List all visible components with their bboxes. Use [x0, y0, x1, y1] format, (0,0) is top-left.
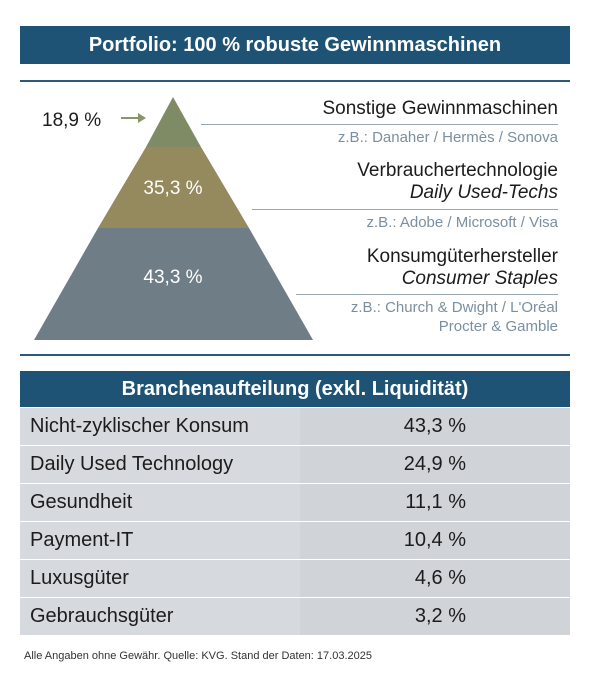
row-value: 4,6 %	[300, 559, 570, 598]
segment-name-other: Sonstige Gewinnmaschinen	[322, 98, 558, 120]
sector-table: Nicht-zyklischer Konsum 43,3 % Daily Use…	[20, 408, 570, 635]
table-row: Payment-IT 10,4 %	[20, 521, 570, 560]
segment-name-daily-used-techs-text: Verbrauchertechnologie	[357, 160, 558, 181]
table-row: Daily Used Technology 24,9 %	[20, 445, 570, 484]
segment-name-consumer-staples: Konsumgüterhersteller Consumer Staples	[367, 246, 558, 290]
title-banner: Portfolio: 100 % robuste Gewinnmaschinen	[20, 26, 570, 64]
page-title: Portfolio: 100 % robuste Gewinnmaschinen	[88, 33, 502, 56]
row-category: Payment-IT	[20, 521, 300, 560]
segment-examples-other: z.B.: Danaher / Hermès / Sonova	[337, 129, 558, 146]
table-row: Nicht-zyklischer Konsum 43,3 %	[20, 408, 570, 446]
segment-name-daily-used-techs: Verbrauchertechnologie Daily Used-Techs	[357, 160, 558, 204]
pyramid-chart	[34, 97, 313, 340]
table-title: Branchenaufteilung (exkl. Liquidität)	[121, 377, 469, 400]
segment-examples-daily-used-techs: z.B.: Adobe / Microsoft / Visa	[366, 214, 558, 231]
row-category: Daily Used Technology	[20, 445, 300, 484]
segment-line-consumer-staples	[296, 294, 558, 295]
arrow-head-icon	[138, 113, 146, 123]
row-value: 43,3 %	[300, 408, 570, 446]
segment-examples-consumer-staples-line-2: Procter & Gamble	[438, 318, 558, 335]
row-value: 3,2 %	[300, 597, 570, 635]
segment-line-other	[201, 124, 558, 125]
footnote: Alle Angaben ohne Gewähr. Quelle: KVG. S…	[24, 650, 372, 662]
segment-examples-consumer-staples: z.B.: Church & Dwight / L'Oréal Procter …	[351, 298, 558, 336]
segment-subtitle-consumer-staples: Consumer Staples	[401, 268, 558, 289]
row-value: 10,4 %	[300, 521, 570, 560]
row-category: Luxusgüter	[20, 559, 300, 598]
divider-bottom	[20, 354, 570, 356]
table-row: Gebrauchsgüter 3,2 %	[20, 597, 570, 635]
row-value: 24,9 %	[300, 445, 570, 484]
pyramid-segment-other	[146, 97, 201, 147]
row-category: Gesundheit	[20, 483, 300, 522]
table-row: Luxusgüter 4,6 %	[20, 559, 570, 598]
segment-value-other: 18,9 %	[42, 110, 102, 131]
segment-value-consumer-staples: 43,3 %	[143, 267, 203, 288]
pyramid-segment-consumer-staples	[34, 228, 313, 340]
segment-line-daily-used-techs	[252, 209, 558, 210]
table-row: Gesundheit 11,1 %	[20, 483, 570, 522]
segment-name-consumer-staples-text: Konsumgüterhersteller	[366, 246, 558, 267]
row-value: 11,1 %	[300, 483, 570, 522]
segment-subtitle-daily-used-techs: Daily Used-Techs	[409, 182, 558, 203]
row-category: Nicht-zyklischer Konsum	[20, 408, 300, 446]
table-header: Branchenaufteilung (exkl. Liquidität)	[20, 371, 570, 407]
row-category: Gebrauchsgüter	[20, 597, 300, 635]
segment-examples-consumer-staples-line-1: z.B.: Church & Dwight / L'Oréal	[350, 299, 558, 316]
pyramid-segment-daily-used-techs	[98, 147, 249, 228]
divider-top	[20, 80, 570, 82]
segment-name-other-text: Sonstige Gewinnmaschinen	[322, 98, 558, 119]
segment-value-daily-used-techs: 35,3 %	[143, 178, 203, 199]
